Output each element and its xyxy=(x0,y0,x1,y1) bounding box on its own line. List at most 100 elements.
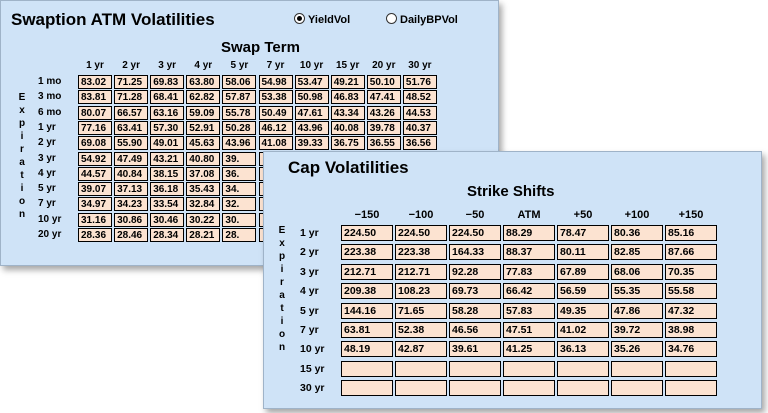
swaption-value-cell[interactable]: 43.26 xyxy=(366,105,401,120)
swaption-value-cell[interactable]: 39. xyxy=(222,151,257,166)
swaption-value-cell[interactable]: 30. xyxy=(222,212,257,227)
swaption-value-cell[interactable]: 38.15 xyxy=(150,166,185,181)
cap-value-cell[interactable] xyxy=(665,380,717,397)
cap-value-cell[interactable]: 71.65 xyxy=(395,302,447,319)
swaption-value-cell[interactable]: 48.52 xyxy=(402,90,437,105)
swaption-value-cell[interactable]: 44.53 xyxy=(402,105,437,120)
swaption-value-cell[interactable]: 53.38 xyxy=(258,90,293,105)
cap-value-cell[interactable]: 66.42 xyxy=(503,283,555,300)
swaption-value-cell[interactable]: 40.84 xyxy=(114,166,149,181)
swaption-value-cell[interactable]: 83.81 xyxy=(78,90,112,105)
cap-value-cell[interactable] xyxy=(341,360,393,377)
cap-value-cell[interactable]: 224.50 xyxy=(449,225,501,241)
swaption-value-cell[interactable]: 33.54 xyxy=(150,197,185,212)
cap-value-cell[interactable] xyxy=(611,380,663,397)
swaption-value-cell[interactable]: 36.18 xyxy=(150,182,185,197)
swaption-value-cell[interactable]: 34.97 xyxy=(78,197,112,212)
swaption-value-cell[interactable]: 28.21 xyxy=(186,228,221,242)
swaption-value-cell[interactable]: 54.98 xyxy=(258,75,293,89)
cap-value-cell[interactable] xyxy=(557,380,609,397)
cap-value-cell[interactable]: 38.98 xyxy=(665,322,717,338)
swaption-value-cell[interactable]: 32.84 xyxy=(186,197,221,212)
cap-value-cell[interactable]: 144.16 xyxy=(341,302,393,319)
swaption-value-cell[interactable]: 43.96 xyxy=(294,120,329,135)
dailybpvol-radio[interactable]: DailyBPVol xyxy=(386,13,458,26)
cap-value-cell[interactable]: 57.83 xyxy=(503,302,555,319)
swaption-value-cell[interactable]: 36. xyxy=(222,166,257,181)
swaption-value-cell[interactable]: 50.49 xyxy=(258,105,293,120)
swaption-value-cell[interactable]: 52.91 xyxy=(186,120,221,135)
cap-value-cell[interactable]: 41.25 xyxy=(503,341,555,358)
cap-value-cell[interactable]: 49.35 xyxy=(557,302,609,319)
swaption-value-cell[interactable]: 55.90 xyxy=(114,136,149,151)
yieldvol-radio[interactable]: YieldVol xyxy=(294,13,350,26)
cap-value-cell[interactable]: 34.76 xyxy=(665,341,717,358)
swaption-value-cell[interactable]: 40.08 xyxy=(330,120,365,135)
cap-value-cell[interactable]: 77.83 xyxy=(503,263,555,280)
cap-value-cell[interactable] xyxy=(395,380,447,397)
swaption-value-cell[interactable]: 46.83 xyxy=(330,90,365,105)
cap-value-cell[interactable] xyxy=(557,360,609,377)
swaption-value-cell[interactable]: 45.63 xyxy=(186,136,221,151)
swaption-value-cell[interactable]: 50.98 xyxy=(294,90,329,105)
cap-value-cell[interactable]: 87.66 xyxy=(665,244,717,261)
swaption-value-cell[interactable]: 69.08 xyxy=(78,136,112,151)
swaption-value-cell[interactable]: 50.10 xyxy=(366,75,401,89)
cap-value-cell[interactable]: 69.73 xyxy=(449,283,501,300)
swaption-value-cell[interactable]: 36.56 xyxy=(402,136,437,151)
cap-value-cell[interactable]: 67.89 xyxy=(557,263,609,280)
cap-value-cell[interactable]: 58.28 xyxy=(449,302,501,319)
swaption-value-cell[interactable]: 55.78 xyxy=(222,105,257,120)
swaption-value-cell[interactable]: 39.78 xyxy=(366,120,401,135)
swaption-value-cell[interactable]: 59.09 xyxy=(186,105,221,120)
cap-value-cell[interactable]: 47.51 xyxy=(503,322,555,338)
swaption-value-cell[interactable]: 32. xyxy=(222,197,257,212)
swaption-value-cell[interactable]: 39.07 xyxy=(78,182,112,197)
swaption-value-cell[interactable]: 34. xyxy=(222,182,257,197)
cap-value-cell[interactable]: 78.47 xyxy=(557,225,609,241)
swaption-value-cell[interactable]: 36.55 xyxy=(366,136,401,151)
cap-value-cell[interactable]: 68.06 xyxy=(611,263,663,280)
swaption-value-cell[interactable]: 28. xyxy=(222,228,257,242)
cap-value-cell[interactable]: 55.35 xyxy=(611,283,663,300)
cap-value-cell[interactable]: 85.16 xyxy=(665,225,717,241)
cap-value-cell[interactable]: 223.38 xyxy=(341,244,393,261)
cap-value-cell[interactable]: 212.71 xyxy=(341,263,393,280)
swaption-value-cell[interactable]: 83.02 xyxy=(78,75,112,89)
swaption-value-cell[interactable]: 57.87 xyxy=(222,90,257,105)
swaption-value-cell[interactable]: 71.25 xyxy=(114,75,149,89)
swaption-value-cell[interactable]: 50.28 xyxy=(222,120,257,135)
cap-value-cell[interactable]: 42.87 xyxy=(395,341,447,358)
swaption-value-cell[interactable]: 54.92 xyxy=(78,151,112,166)
cap-value-cell[interactable] xyxy=(449,360,501,377)
swaption-value-cell[interactable]: 80.07 xyxy=(78,105,112,120)
swaption-value-cell[interactable]: 44.57 xyxy=(78,166,112,181)
cap-value-cell[interactable]: 212.71 xyxy=(395,263,447,280)
swaption-value-cell[interactable]: 51.76 xyxy=(402,75,437,89)
swaption-value-cell[interactable]: 37.08 xyxy=(186,166,221,181)
cap-value-cell[interactable] xyxy=(503,380,555,397)
swaption-value-cell[interactable]: 58.06 xyxy=(222,75,257,89)
swaption-value-cell[interactable]: 40.37 xyxy=(402,120,437,135)
cap-value-cell[interactable]: 92.28 xyxy=(449,263,501,280)
swaption-value-cell[interactable]: 49.01 xyxy=(150,136,185,151)
swaption-value-cell[interactable]: 77.16 xyxy=(78,120,112,135)
cap-value-cell[interactable]: 88.37 xyxy=(503,244,555,261)
cap-value-cell[interactable]: 46.56 xyxy=(449,322,501,338)
swaption-value-cell[interactable]: 36.75 xyxy=(330,136,365,151)
swaption-value-cell[interactable]: 37.13 xyxy=(114,182,149,197)
cap-value-cell[interactable]: 224.50 xyxy=(395,225,447,241)
cap-value-cell[interactable]: 48.19 xyxy=(341,341,393,358)
swaption-value-cell[interactable]: 49.21 xyxy=(330,75,365,89)
cap-value-cell[interactable]: 56.59 xyxy=(557,283,609,300)
cap-value-cell[interactable] xyxy=(665,360,717,377)
swaption-value-cell[interactable]: 43.34 xyxy=(330,105,365,120)
swaption-value-cell[interactable]: 47.41 xyxy=(366,90,401,105)
cap-value-cell[interactable] xyxy=(611,360,663,377)
swaption-value-cell[interactable]: 31.16 xyxy=(78,212,112,227)
cap-value-cell[interactable]: 35.26 xyxy=(611,341,663,358)
swaption-value-cell[interactable]: 30.86 xyxy=(114,212,149,227)
cap-value-cell[interactable] xyxy=(449,380,501,397)
swaption-value-cell[interactable]: 35.43 xyxy=(186,182,221,197)
swaption-value-cell[interactable]: 47.49 xyxy=(114,151,149,166)
